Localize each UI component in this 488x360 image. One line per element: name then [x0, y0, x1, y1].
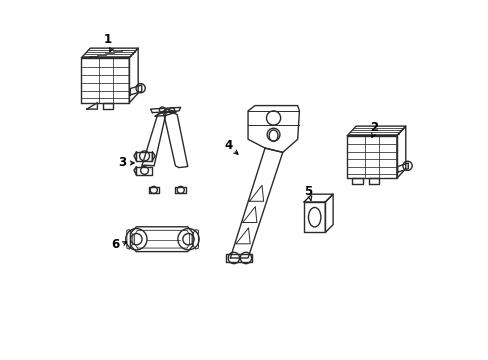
Text: 3: 3 — [118, 157, 126, 170]
Text: 5: 5 — [304, 185, 312, 198]
Text: 1: 1 — [104, 33, 112, 46]
Text: 6: 6 — [111, 238, 119, 251]
Text: 2: 2 — [369, 121, 377, 134]
Text: 4: 4 — [224, 139, 232, 152]
